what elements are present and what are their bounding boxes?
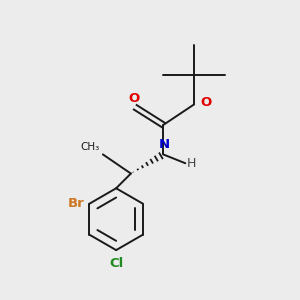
Text: O: O [201, 96, 212, 110]
Text: CH₃: CH₃ [80, 142, 99, 152]
Text: H: H [187, 157, 196, 170]
Text: N: N [159, 138, 170, 151]
Text: Cl: Cl [109, 256, 123, 270]
Text: Br: Br [67, 196, 84, 210]
Text: O: O [128, 92, 140, 105]
